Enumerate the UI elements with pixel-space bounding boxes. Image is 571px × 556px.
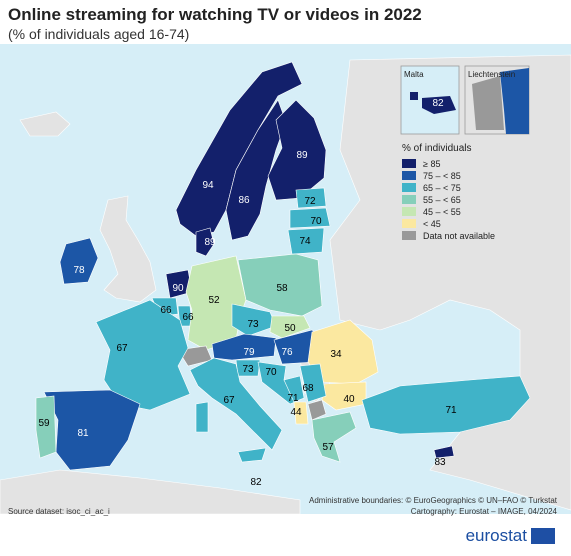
label-turkey: 71	[445, 405, 457, 416]
eurostat-logo: eurostat	[465, 526, 527, 545]
label-slovenia: 73	[242, 364, 254, 375]
country-cyprus	[433, 445, 455, 459]
inset-malta-title: Malta	[404, 70, 424, 79]
inset-liechtenstein: Liechtenstein	[464, 65, 530, 135]
legend-swatch	[402, 195, 416, 204]
legend-label: 75 – < 85	[423, 170, 461, 181]
uk-land	[99, 195, 157, 303]
legend-swatch	[402, 183, 416, 192]
legend-label: Data not available	[423, 230, 496, 241]
country-lithuania	[287, 227, 325, 255]
label-italy: 67	[223, 395, 235, 406]
country-sweden	[225, 99, 287, 241]
label-montenegro: 44	[290, 407, 302, 418]
country-greece	[311, 411, 357, 463]
legend-swatch	[402, 171, 416, 180]
label-greece: 57	[322, 442, 334, 453]
country-turkey	[361, 375, 531, 435]
label-norway: 94	[202, 180, 214, 191]
legend-label: 65 – < 75	[423, 182, 461, 193]
label-belgium: 66	[160, 305, 172, 316]
map-subtitle: (% of individuals aged 16-74)	[8, 26, 190, 42]
label-hungary: 76	[281, 347, 293, 358]
legend-label: 45 – < 55	[423, 206, 461, 217]
legend-swatch	[402, 219, 416, 228]
country-finland	[267, 99, 327, 201]
africa-land	[0, 469, 301, 514]
legend-item: 65 – < 75	[402, 182, 552, 193]
country-north-macedonia	[307, 399, 327, 421]
iceland-land	[19, 111, 71, 137]
legend-swatch	[402, 207, 416, 216]
country-slovakia	[269, 315, 311, 339]
country-bosnia	[283, 375, 305, 403]
value-labels: 94 86 89 89 78 90 66 66 67 52 58 72 70 7…	[38, 150, 457, 488]
legend-title: % of individuals	[402, 143, 472, 154]
label-estonia: 72	[304, 196, 316, 207]
label-denmark: 89	[204, 237, 216, 248]
map-title: Online streaming for watching TV or vide…	[8, 5, 422, 24]
europe-map: 94 86 89 89 78 90 66 66 67 52 58 72 70 7…	[0, 44, 571, 514]
label-croatia: 70	[265, 367, 277, 378]
legend-label: ≥ 85	[423, 158, 441, 169]
country-ireland	[59, 237, 99, 285]
inset-malta: Malta 82	[400, 65, 460, 135]
country-montenegro	[293, 401, 309, 425]
label-luxembourg: 66	[182, 312, 194, 323]
legend-items: ≥ 85 75 – < 85 65 – < 75 55 – < 65 45 – < 55…	[402, 158, 552, 241]
label-malta: 82	[250, 477, 262, 488]
country-czechia	[231, 303, 277, 337]
label-portugal: 59	[38, 418, 50, 429]
legend-item: 45 – < 55	[402, 206, 552, 217]
country-sardinia	[195, 401, 209, 433]
label-latvia: 70	[310, 216, 322, 227]
label-ireland: 78	[73, 265, 85, 276]
legend-item: 75 – < 85	[402, 170, 552, 181]
label-finland: 89	[296, 150, 308, 161]
country-denmark	[195, 227, 215, 257]
country-italy	[189, 357, 283, 451]
legend-item: Data not available	[402, 230, 552, 241]
legend-label: 55 – < 65	[423, 194, 461, 205]
legend-swatch	[402, 231, 416, 240]
label-germany: 52	[208, 295, 220, 306]
legend-label: < 45	[423, 218, 441, 229]
inset-liechtenstein-title: Liechtenstein	[468, 70, 515, 79]
label-bosnia: 71	[287, 393, 299, 404]
source-text: Source dataset: isoc_ci_ac_i	[8, 507, 110, 516]
label-france: 67	[116, 343, 128, 354]
label-czechia: 73	[247, 319, 259, 330]
map-legend: % of individuals ≥ 85 75 – < 85 65 – < 75 5…	[402, 143, 552, 242]
label-serbia: 68	[302, 383, 314, 394]
country-estonia	[295, 187, 327, 209]
label-spain: 81	[77, 428, 89, 439]
legend-item: 55 – < 65	[402, 194, 552, 205]
label-austria: 79	[243, 347, 255, 358]
country-latvia	[289, 207, 331, 229]
eu-flag-icon	[531, 528, 555, 544]
country-spain	[43, 389, 141, 471]
label-netherlands: 90	[172, 283, 184, 294]
cartography-text: Cartography: Eurostat – IMAGE, 04/2024	[410, 507, 557, 516]
country-portugal	[35, 395, 57, 459]
boundaries-text: Administrative boundaries: © EuroGeograp…	[308, 496, 557, 505]
label-cyprus: 83	[434, 457, 446, 468]
label-slovakia: 50	[284, 323, 296, 334]
country-sicily	[237, 447, 267, 463]
country-serbia	[299, 363, 327, 403]
label-bulgaria: 40	[343, 394, 355, 405]
country-croatia	[257, 361, 301, 405]
inset-malta-value: 82	[432, 98, 444, 109]
country-france	[95, 299, 191, 411]
legend-item: < 45	[402, 218, 552, 229]
legend-swatch	[402, 159, 416, 168]
label-romania: 34	[330, 349, 342, 360]
legend-item: ≥ 85	[402, 158, 552, 169]
country-poland	[237, 253, 323, 317]
label-sweden: 86	[238, 195, 250, 206]
label-poland: 58	[276, 283, 288, 294]
label-lithuania: 74	[299, 236, 311, 247]
